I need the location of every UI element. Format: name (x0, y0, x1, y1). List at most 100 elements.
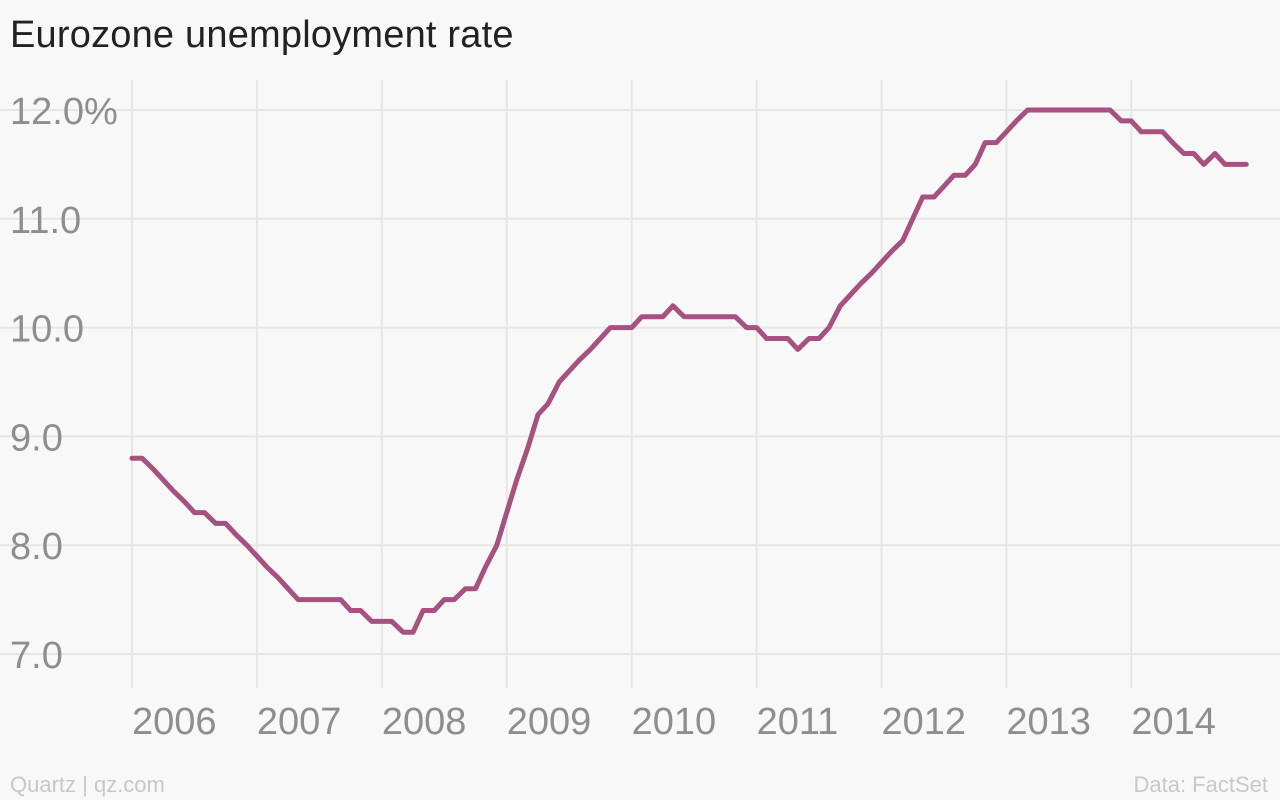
data-point[interactable] (723, 314, 728, 319)
data-point[interactable] (276, 575, 281, 580)
data-point[interactable] (244, 543, 249, 548)
data-point[interactable] (754, 325, 759, 330)
data-point[interactable] (535, 412, 540, 417)
data-point[interactable] (161, 477, 166, 482)
data-point[interactable] (1025, 108, 1030, 113)
data-point[interactable] (192, 510, 197, 515)
data-point[interactable] (202, 510, 207, 515)
data-point[interactable] (983, 140, 988, 145)
data-point[interactable] (139, 456, 144, 461)
data-point[interactable] (764, 336, 769, 341)
data-point[interactable] (1191, 151, 1196, 156)
data-point[interactable] (598, 336, 603, 341)
data-point[interactable] (1233, 162, 1238, 167)
data-point[interactable] (1160, 129, 1165, 134)
data-point[interactable] (463, 586, 468, 591)
data-point[interactable] (1045, 108, 1050, 113)
data-point[interactable] (670, 303, 675, 308)
data-point[interactable] (411, 630, 416, 635)
data-point[interactable] (682, 314, 687, 319)
data-point[interactable] (577, 358, 582, 363)
data-point[interactable] (504, 510, 509, 515)
data-point[interactable] (369, 619, 374, 624)
data-point[interactable] (389, 619, 394, 624)
data-point[interactable] (483, 564, 488, 569)
data-point[interactable] (900, 238, 905, 243)
data-point[interactable] (951, 173, 956, 178)
data-point[interactable] (1014, 118, 1019, 123)
data-point[interactable] (660, 314, 665, 319)
data-point[interactable] (223, 521, 228, 526)
data-point[interactable] (182, 499, 187, 504)
data-point[interactable] (1213, 151, 1218, 156)
data-point[interactable] (795, 347, 800, 352)
data-point[interactable] (358, 608, 363, 613)
data-point[interactable] (1056, 108, 1061, 113)
data-point[interactable] (171, 488, 176, 493)
data-point[interactable] (317, 597, 322, 602)
data-point[interactable] (827, 325, 832, 330)
data-point[interactable] (941, 184, 946, 189)
data-point[interactable] (379, 619, 384, 624)
data-point[interactable] (639, 314, 644, 319)
data-point[interactable] (838, 303, 843, 308)
data-point[interactable] (1119, 118, 1124, 123)
data-point[interactable] (931, 195, 936, 200)
data-point[interactable] (869, 271, 874, 276)
data-point[interactable] (1150, 129, 1155, 134)
data-point[interactable] (432, 608, 437, 613)
data-point[interactable] (994, 140, 999, 145)
data-point[interactable] (1223, 162, 1228, 167)
data-point[interactable] (401, 630, 406, 635)
data-point[interactable] (421, 608, 426, 613)
data-point[interactable] (879, 260, 884, 265)
source-credit[interactable]: Quartz | qz.com (10, 772, 165, 797)
data-point[interactable] (130, 456, 135, 461)
data-point[interactable] (608, 325, 613, 330)
data-point[interactable] (286, 586, 291, 591)
data-point[interactable] (1076, 108, 1081, 113)
data-point[interactable] (1088, 108, 1093, 113)
data-point[interactable] (545, 401, 550, 406)
data-point[interactable] (713, 314, 718, 319)
data-point[interactable] (442, 597, 447, 602)
data-point[interactable] (848, 292, 853, 297)
data-point[interactable] (1004, 129, 1009, 134)
data-point[interactable] (910, 216, 915, 221)
data-point[interactable] (557, 380, 562, 385)
data-point[interactable] (452, 597, 457, 602)
data-point[interactable] (264, 564, 269, 569)
data-point[interactable] (338, 597, 343, 602)
data-point[interactable] (588, 347, 593, 352)
data-point[interactable] (702, 314, 707, 319)
data-point[interactable] (1129, 118, 1134, 123)
data-point[interactable] (963, 173, 968, 178)
data-point[interactable] (973, 162, 978, 167)
data-point[interactable] (629, 325, 634, 330)
data-point[interactable] (296, 597, 301, 602)
data-point[interactable] (1181, 151, 1186, 156)
data-point[interactable] (650, 314, 655, 319)
data-point[interactable] (744, 325, 749, 330)
data-point[interactable] (733, 314, 738, 319)
data-point[interactable] (567, 369, 572, 374)
data-point[interactable] (692, 314, 697, 319)
data-point[interactable] (807, 336, 812, 341)
data-point[interactable] (920, 195, 925, 200)
data-point[interactable] (213, 521, 218, 526)
data-point[interactable] (1108, 108, 1113, 113)
data-point[interactable] (1139, 129, 1144, 134)
data-point[interactable] (817, 336, 822, 341)
data-point[interactable] (1201, 162, 1206, 167)
data-point[interactable] (348, 608, 353, 613)
data-point[interactable] (151, 467, 156, 472)
data-point[interactable] (619, 325, 624, 330)
data-point[interactable] (889, 249, 894, 254)
data-point[interactable] (525, 445, 530, 450)
data-point[interactable] (1035, 108, 1040, 113)
data-point[interactable] (1170, 140, 1175, 145)
data-point[interactable] (514, 477, 519, 482)
data-point[interactable] (785, 336, 790, 341)
data-point[interactable] (1066, 108, 1071, 113)
data-point[interactable] (1244, 162, 1249, 167)
